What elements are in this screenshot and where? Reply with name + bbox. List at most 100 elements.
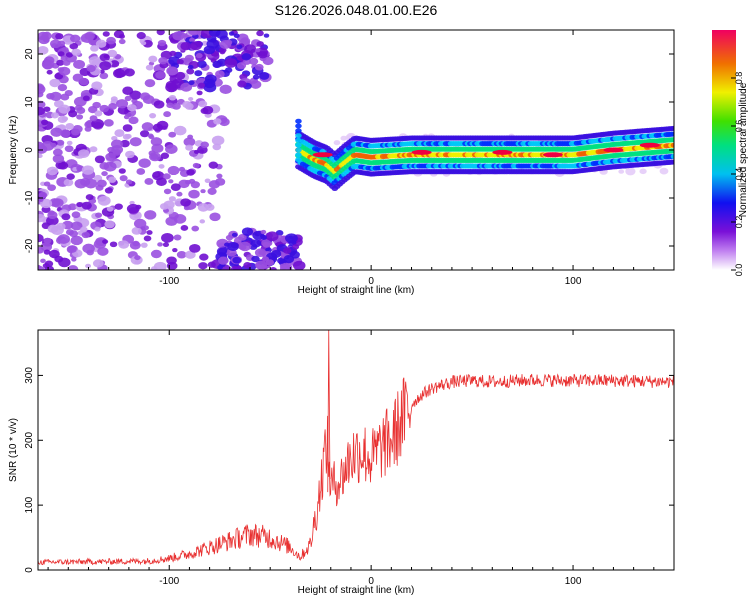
spectrogram-cell [70,34,81,43]
spectrogram-cell [217,265,224,270]
spectrogram-cell [231,232,238,237]
colorbar-tick-label: 0.2 [734,216,744,229]
spectrogram-cell [218,117,230,127]
spectrogram-cell [180,30,186,33]
spectrogram-cell [102,31,110,37]
spectrogram-cell [69,42,79,50]
spectrogram-cell [47,224,59,233]
spectrogram-cell [70,128,81,136]
spectrogram-cells [38,30,674,270]
spectrogram-cell [188,189,200,199]
spectrogram-cell [101,171,108,177]
spectrogram-cell [173,125,187,136]
spectrogram-cell [196,60,207,69]
spectrogram-cell [295,142,302,148]
spectrogram-cell [89,146,98,153]
spectrogram-cell [43,106,51,112]
snr-peak-spike [327,330,331,493]
spectrogram-cell [270,249,282,258]
spectrogram-cell [92,259,104,268]
spectrogram-cell [76,106,86,114]
colorbar-tick-label: 0.8 [734,72,744,85]
spectrogram-cell [149,152,161,162]
spectrogram-cell [163,111,172,118]
spectrogram-cell [263,33,270,38]
spectrogram-cell [113,68,126,79]
spectrogram-cell [94,226,101,232]
spectrogram-cell [108,103,117,110]
spectrogram-cell [88,56,101,66]
snr-x-tick-label: 0 [368,576,374,587]
spectrogram-cell [193,149,200,154]
spectrogram-cell [66,173,75,180]
spectrogram-cell [135,204,142,210]
spectrogram-cell [99,61,112,71]
spectrogram-cell [71,257,77,262]
spectrogram-cell [168,94,177,101]
spectrogram-cell [295,118,302,124]
spectrogram-cell [46,215,59,226]
spectrogram-cell [150,249,162,259]
spectrogram-cell [63,178,74,187]
spectrogram-cell [227,241,239,251]
spectrogram-cell [107,49,118,58]
spectrogram-cell [136,32,146,40]
spectrogram-cell [237,80,247,88]
spectrogram-cell [84,31,95,41]
spectrogram-cell [62,59,71,66]
spectrogram-cell [191,225,200,232]
spectrogram-x-tick-label: -100 [159,276,179,287]
spectrogram-cell [56,139,65,146]
spectrogram-cell [197,203,209,212]
spectrogram-cell [41,119,49,126]
snr-y-tick-label: 0 [24,567,35,573]
spectrogram-cell [144,178,154,185]
spectrogram-cell [102,239,109,244]
spectrogram-cell [188,30,201,36]
spectrogram-cell [119,175,128,182]
spectrogram-cell [133,218,147,229]
spectrogram-cell [198,100,208,108]
spectrogram-y-tick-label: -20 [24,238,35,253]
spectrogram-cell [82,95,90,101]
spectrogram-cell [67,245,77,253]
spectrogram-cell [68,110,78,118]
snr-y-tick-label: 300 [24,367,35,384]
spectrogram-cell [70,221,83,231]
spectrogram-cell [176,191,183,197]
spectrogram-cell [172,31,185,41]
spectrogram-cell [241,53,252,61]
spectrogram-cell [295,128,302,134]
spectrogram-cell [47,184,56,192]
spectrogram-cell [176,58,184,65]
spectrogram-cell [295,152,302,158]
spectrogram-cell [148,55,158,63]
spectrogram-cell [158,164,165,169]
spectrogram-cell [173,234,182,241]
spectrogram-cell [215,30,228,39]
spectrogram-cell [187,134,194,140]
spectrogram-cell [56,222,66,231]
spectrogram-cell [105,152,116,162]
spectrogram-cell [171,102,181,110]
spectrogram-cell [194,70,203,77]
spectrogram-cell [97,247,109,256]
spectrogram-cell [202,106,214,115]
spectrogram-cell [670,142,674,148]
spectrogram-cell [670,159,674,165]
spectrogram-cell [99,69,105,74]
spectrogram-cell [58,104,71,114]
spectrogram-cell [55,33,64,40]
spectrogram-cell [175,71,186,80]
spectrogram-cell [256,30,264,37]
spectrogram-cell [92,101,101,109]
spectrogram-cell [163,188,172,195]
spectrogram-cell [38,234,44,243]
spectrogram-cell [123,114,130,120]
spectrogram-cell [91,118,105,129]
spectrogram-cell [257,51,268,59]
spectrogram-cell [156,177,167,186]
colorbar-label: Normalized spectral amplitude [738,82,749,217]
